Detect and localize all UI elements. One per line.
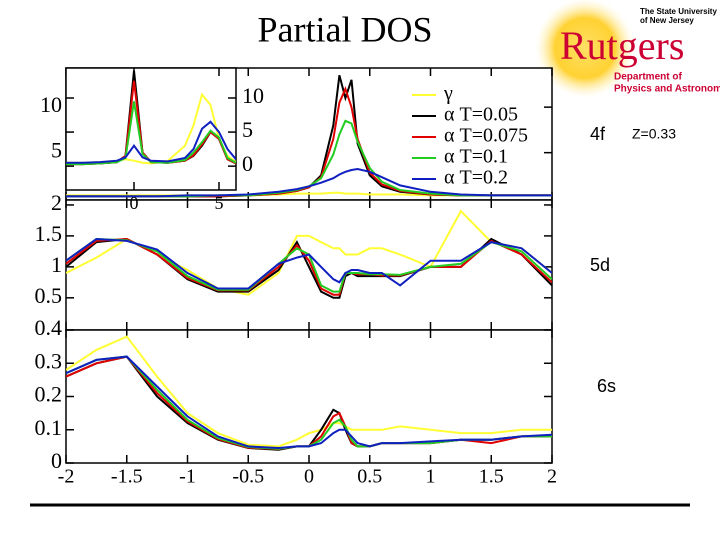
- y-tick-label: 10: [40, 92, 62, 117]
- y-tick-label: 5: [51, 138, 62, 163]
- y-tick-label: 2: [51, 190, 62, 215]
- series-line: [66, 355, 552, 450]
- x-tick-label: 1.5: [479, 466, 504, 488]
- y-tick-label: 0.3: [35, 348, 63, 373]
- legend-label: α T=0.05: [444, 104, 518, 126]
- series-line: [66, 237, 552, 290]
- x-tick-label: 0: [304, 466, 314, 488]
- plot-frame: [65, 329, 553, 464]
- y-tick-label: 0.4: [35, 315, 63, 340]
- y-tick-label: 1.5: [35, 221, 63, 246]
- y-tick-label: 5: [242, 117, 253, 142]
- logo-department: Department of: [614, 72, 682, 83]
- logo-university: of New Jersey: [640, 16, 694, 25]
- series-line: [66, 209, 552, 296]
- logo-university: The State University: [640, 7, 717, 16]
- x-tick-label: -0.5: [232, 466, 264, 488]
- logo-name: Rutgers: [560, 23, 684, 68]
- y-tick-label: 0: [242, 151, 253, 176]
- y-tick-label: 0: [51, 448, 62, 473]
- legend-label: α T=0.2: [444, 167, 508, 189]
- logo-department: Physics and Astronomy: [614, 84, 720, 95]
- series-line: [66, 335, 552, 448]
- panel: 0.5 1 1.5 2: [35, 190, 553, 331]
- y-tick-label: 0.2: [35, 382, 63, 407]
- x-tick-label: 0: [130, 193, 139, 213]
- series-line: [66, 120, 236, 164]
- legend-label: α T=0.1: [444, 146, 508, 168]
- panel-label: 5d: [590, 255, 610, 275]
- y-tick-label: 1: [51, 252, 62, 277]
- panel-label: 4f: [590, 124, 606, 144]
- logo: Rutgers The State University of New Jers…: [535, 0, 720, 98]
- logo-sun: [535, 0, 635, 98]
- panel: -2 -1.5 -1 -0.5 0 0.5 1 1.5 2 0 0.1 0.2 0.3 0.4: [35, 315, 558, 488]
- series-line: [66, 101, 236, 166]
- legend-label: γ: [443, 83, 453, 105]
- y-tick-label: 10: [242, 83, 264, 108]
- series-line: [66, 167, 552, 198]
- y-tick-label: 0.5: [35, 283, 63, 308]
- slide-title: Partial DOS: [258, 9, 433, 49]
- x-tick-label: 1: [426, 466, 436, 488]
- plot-frame: [65, 67, 237, 191]
- x-tick-label: 5: [215, 193, 224, 213]
- series-line: [66, 237, 552, 293]
- x-tick-label: -2: [58, 466, 75, 488]
- x-tick-label: -1.5: [111, 466, 143, 488]
- legend-label: α T=0.075: [444, 125, 528, 147]
- panel-note: Z=0.33: [632, 126, 676, 142]
- series-line: [66, 355, 552, 450]
- x-tick-label: -1: [179, 466, 196, 488]
- x-tick-label: 2: [547, 466, 557, 488]
- x-tick-label: 0.5: [357, 466, 382, 488]
- panel-label: 6s: [597, 376, 616, 396]
- y-tick-label: 0.1: [35, 415, 63, 440]
